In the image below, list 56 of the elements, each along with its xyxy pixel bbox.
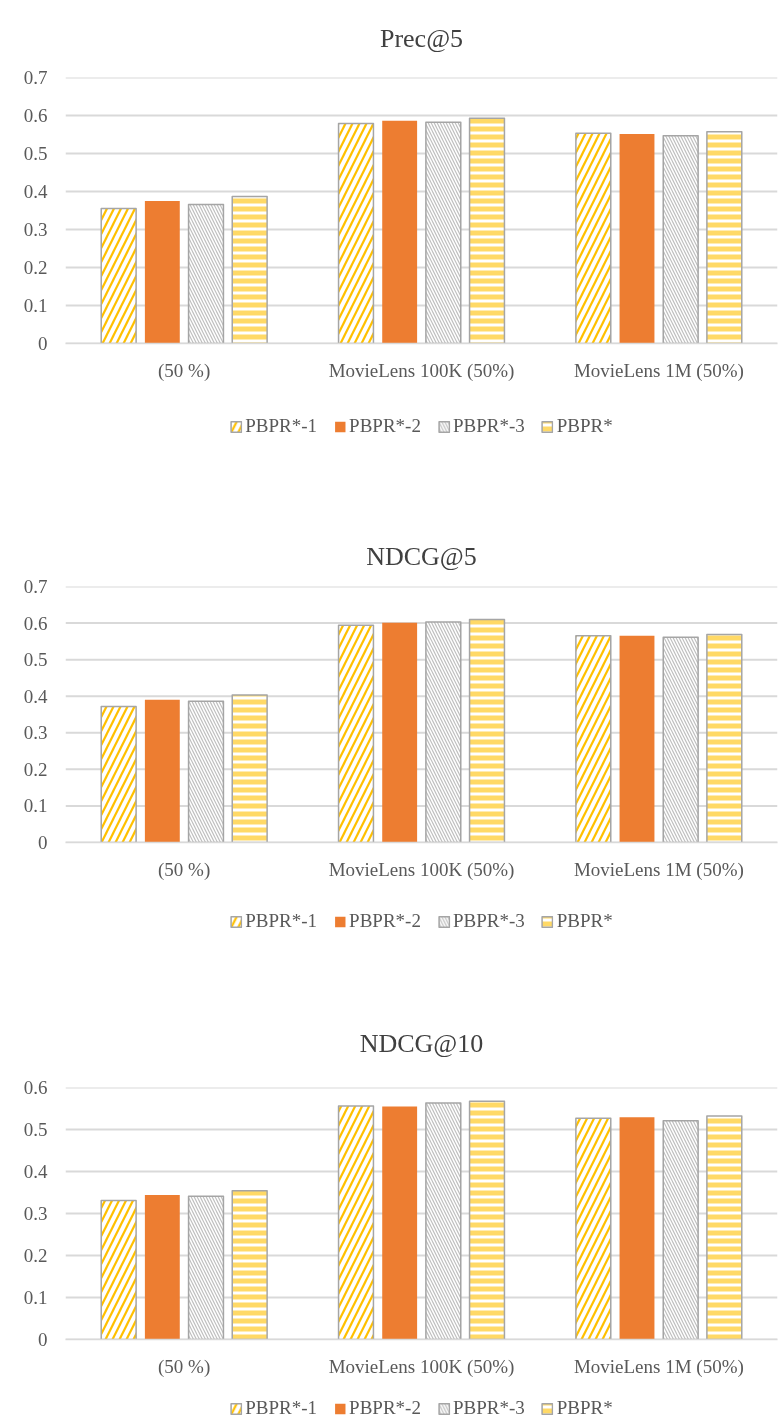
legend-label: PBPR*-1 [245,1397,318,1419]
y-tick-label: 0.2 [23,257,48,278]
y-tick-label: 0.6 [23,105,48,126]
legend-label: PBPR* [556,910,613,932]
y-tick-label: 0.2 [23,1245,48,1266]
bar [619,635,655,843]
x-tick-label: MovieLens 100K (50%) [328,359,515,382]
chart-title: NDCG@5 [366,542,477,571]
chart-title: Prec@5 [379,23,464,53]
bar [144,201,180,344]
chart-title: NDCG@10 [359,1029,484,1058]
y-tick-label: 0.5 [23,649,48,671]
y-tick-label: 0.4 [23,685,48,707]
bar [382,622,418,843]
bar [382,1106,418,1340]
legend-label: PBPR*-2 [349,1397,421,1419]
y-tick-label: 0.7 [23,576,48,597]
y-tick-label: 0.5 [23,143,48,164]
legend-label: PBPR*-3 [452,1397,525,1419]
y-tick-label: 0.4 [23,1161,48,1182]
legend-label: PBPR* [556,1397,613,1419]
y-tick-label: 0.6 [23,612,48,634]
x-tick-label: MovieLens 100K (50%) [328,858,515,881]
y-tick-label: 0.3 [23,722,48,744]
y-tick-label: 0.6 [23,1077,48,1098]
x-tick-label: MovieLens 1M (50%) [573,1355,744,1378]
y-tick-label: 0.5 [23,1119,48,1140]
bar [144,699,180,843]
y-tick-label: 0 [38,832,48,853]
y-tick-label: 0.2 [23,758,48,780]
x-tick-label: MovieLens 1M (50%) [573,359,744,382]
x-tick-label: (50 %) [158,858,211,881]
y-tick-label: 0.3 [23,219,48,240]
x-tick-label: MovieLens 1M (50%) [573,858,744,881]
y-tick-label: 0 [38,1329,48,1350]
legend-label: PBPR*-1 [245,415,318,437]
y-tick-label: 0.4 [23,181,48,202]
y-tick-label: 0 [38,333,48,354]
y-tick-label: 0.7 [23,67,48,88]
legend-label: PBPR*-3 [452,415,525,437]
legend-label: PBPR*-2 [349,415,421,437]
y-tick-label: 0.1 [23,1287,48,1308]
y-tick-label: 0.3 [23,1203,48,1224]
legend-label: PBPR*-2 [349,910,421,932]
legend-label: PBPR* [556,415,613,437]
x-tick-label: (50 %) [158,1355,211,1378]
legend-label: PBPR*-1 [245,910,318,932]
bar [144,1195,180,1340]
x-tick-label: (50 %) [158,359,211,382]
bar [619,1117,655,1340]
bar [619,134,655,344]
y-tick-label: 0.1 [23,295,48,316]
legend-label: PBPR*-3 [452,910,525,932]
x-tick-label: MovieLens 100K (50%) [328,1355,515,1378]
bar [382,120,418,344]
y-tick-label: 0.1 [23,795,48,817]
